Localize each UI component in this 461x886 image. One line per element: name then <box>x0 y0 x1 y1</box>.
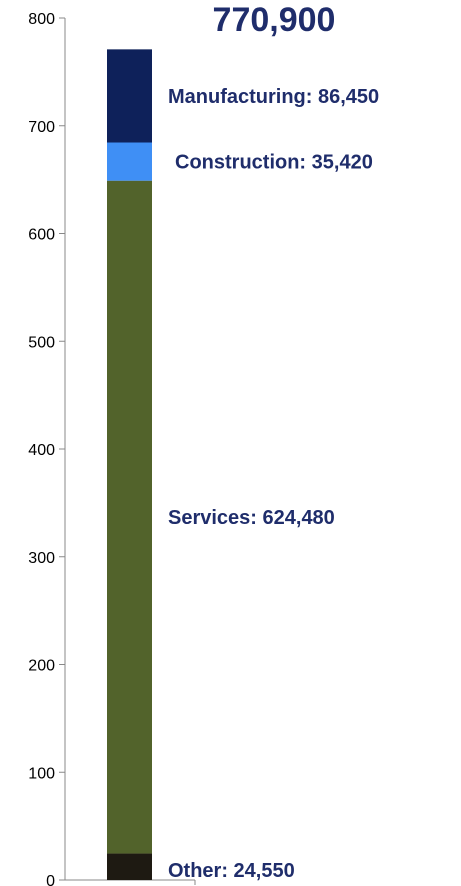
bar-segment-other <box>107 853 152 880</box>
y-tick-label: 400 <box>28 442 55 459</box>
segment-label-other: Other: 24,550 <box>168 860 295 882</box>
y-tick-label: 800 <box>28 11 55 28</box>
y-tick-label: 200 <box>28 658 55 675</box>
segment-label-services: Services: 624,480 <box>168 507 335 529</box>
y-tick-label: 300 <box>28 550 55 567</box>
bar-segment-manufacturing <box>107 49 152 143</box>
y-axis: 0 100 200 300 400 500 600 700 800 <box>28 11 196 886</box>
bar-segment-services <box>107 180 152 854</box>
segment-labels: Other: 24,550 Services: 624,480 Constructi… <box>168 86 379 882</box>
y-tick-label: 100 <box>28 765 55 782</box>
bar-segments <box>107 49 152 880</box>
total-label: 770,900 <box>213 1 336 39</box>
y-tick-label: 700 <box>28 119 55 136</box>
bar-segment-construction <box>107 142 152 181</box>
y-tick-label: 500 <box>28 334 55 351</box>
y-tick-label: 0 <box>46 873 55 886</box>
segment-label-manufacturing: Manufacturing: 86,450 <box>168 86 379 108</box>
segment-label-construction: Construction: 35,420 <box>175 152 373 174</box>
y-tick-label: 600 <box>28 227 55 244</box>
